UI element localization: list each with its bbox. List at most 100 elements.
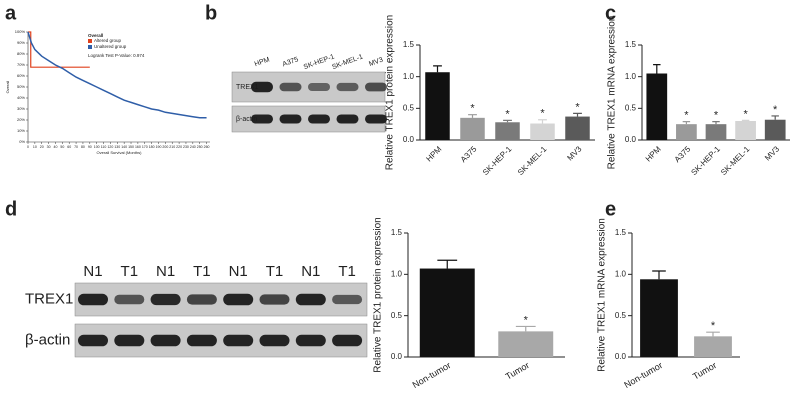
bar bbox=[764, 119, 786, 140]
blot-band bbox=[336, 114, 359, 124]
panel-label: a bbox=[5, 2, 17, 24]
y-tick-label: 20% bbox=[17, 117, 25, 122]
x-tick-label: Non-tumor bbox=[622, 360, 664, 390]
error-bar bbox=[437, 259, 458, 269]
blot-lane-label: N1 bbox=[156, 263, 175, 280]
legend-swatch bbox=[88, 39, 92, 43]
annotation: Logrank Test P-Value: 0.974 bbox=[88, 53, 145, 58]
significance-mark: * bbox=[714, 110, 719, 122]
y-tick-label: 0.5 bbox=[615, 311, 627, 320]
error-bar bbox=[503, 119, 512, 123]
y-axis-title: Relative TREX1 mRNA expression bbox=[597, 218, 608, 372]
bar bbox=[646, 73, 668, 140]
x-tick-label: Non-tumor bbox=[411, 360, 453, 390]
error-bar bbox=[515, 325, 536, 332]
y-tick-label: 50% bbox=[17, 84, 25, 89]
error-bar bbox=[468, 114, 477, 118]
error-bar bbox=[741, 119, 750, 121]
x-tick-label: 120 bbox=[107, 145, 113, 149]
blot-row-label: β-actin bbox=[236, 116, 257, 123]
blot-lane-label: SK-HEP-1 bbox=[303, 53, 336, 71]
y-tick-label: 100% bbox=[15, 29, 26, 34]
x-tick-label: 160 bbox=[135, 145, 141, 149]
significance-mark: * bbox=[505, 108, 510, 120]
blot-band bbox=[150, 334, 181, 347]
bar bbox=[419, 268, 475, 357]
y-tick-label: 30% bbox=[17, 106, 25, 111]
y-tick-label: 1.5 bbox=[625, 40, 637, 49]
y-tick-label: 1.5 bbox=[615, 228, 627, 237]
y-tick-label: 1.5 bbox=[403, 40, 415, 49]
significance-mark: * bbox=[773, 104, 778, 116]
y-tick-label: 10% bbox=[17, 128, 25, 133]
panel-label: d bbox=[5, 198, 17, 220]
blot-lane-label: T1 bbox=[121, 263, 139, 280]
significance-mark: * bbox=[470, 103, 475, 115]
blot-lane-label: T1 bbox=[266, 263, 284, 280]
x-tick-label: 100 bbox=[94, 145, 100, 149]
y-tick-label: 0.0 bbox=[615, 352, 627, 361]
bar bbox=[705, 124, 727, 140]
error-bar bbox=[538, 119, 547, 124]
blot-band bbox=[259, 294, 290, 305]
y-tick-label: 1.0 bbox=[615, 269, 627, 278]
y-axis-title: Relative TREX1 mRNA expression bbox=[607, 16, 618, 170]
y-tick-label: 1.0 bbox=[625, 72, 637, 81]
blot-band bbox=[78, 293, 108, 306]
y-tick-label: 0.0 bbox=[625, 135, 637, 144]
y-axis-title: Overall bbox=[5, 81, 10, 94]
blot-band bbox=[308, 114, 330, 124]
x-tick-label: 250 bbox=[197, 145, 203, 149]
blot-band bbox=[251, 114, 273, 124]
error-bar bbox=[712, 121, 720, 125]
bar bbox=[425, 72, 450, 140]
blot-lane-label: N1 bbox=[83, 263, 102, 280]
x-axis-title: Overall Survival (Months) bbox=[97, 150, 143, 155]
x-tick-label: MV3 bbox=[763, 144, 781, 162]
y-tick-label: 1.0 bbox=[391, 269, 403, 278]
x-tick-label: 200 bbox=[162, 145, 168, 149]
y-tick-label: 0.5 bbox=[391, 311, 403, 320]
x-tick-label: SK-HEP-1 bbox=[481, 144, 514, 177]
y-tick-label: 40% bbox=[17, 95, 25, 100]
y-tick-label: 0.5 bbox=[403, 103, 415, 112]
x-tick-label: 20 bbox=[40, 145, 44, 149]
x-tick-label: 150 bbox=[128, 145, 134, 149]
y-tick-label: 90% bbox=[17, 40, 25, 45]
legend-label: Unaltered group bbox=[94, 44, 127, 49]
blot-band bbox=[114, 334, 145, 347]
y-tick-label: 80% bbox=[17, 51, 25, 56]
x-tick-label: 260 bbox=[204, 145, 210, 149]
error-bar bbox=[771, 115, 779, 120]
blot-lane-label: N1 bbox=[301, 263, 320, 280]
x-tick-label: 110 bbox=[101, 145, 107, 149]
x-tick-label: 240 bbox=[190, 145, 196, 149]
x-tick-label: 190 bbox=[156, 145, 162, 149]
blot-row-label: β-actin bbox=[25, 331, 70, 348]
y-tick-label: 0% bbox=[19, 139, 25, 144]
error-bar bbox=[433, 65, 442, 73]
blot-band bbox=[223, 293, 254, 306]
blot-band bbox=[336, 82, 359, 92]
significance-mark: * bbox=[524, 314, 529, 326]
y-tick-label: 70% bbox=[17, 62, 25, 67]
y-tick-label: 1.5 bbox=[391, 228, 403, 237]
x-tick-label: HPM bbox=[424, 144, 443, 163]
x-tick-label: 50 bbox=[60, 145, 64, 149]
bar bbox=[735, 121, 756, 140]
error-bar bbox=[573, 112, 582, 117]
blot-row-label: TREX1 bbox=[25, 290, 73, 307]
x-tick-label: A375 bbox=[459, 144, 479, 164]
x-tick-label: 220 bbox=[176, 145, 182, 149]
bar bbox=[498, 331, 554, 357]
blot-band bbox=[279, 114, 302, 124]
x-tick-label: 40 bbox=[54, 145, 58, 149]
blot-band bbox=[186, 294, 217, 305]
bar bbox=[676, 124, 697, 140]
bar bbox=[640, 279, 678, 357]
blot-band bbox=[295, 293, 326, 306]
x-tick-label: 210 bbox=[169, 145, 175, 149]
y-tick-label: 1.0 bbox=[403, 72, 415, 81]
